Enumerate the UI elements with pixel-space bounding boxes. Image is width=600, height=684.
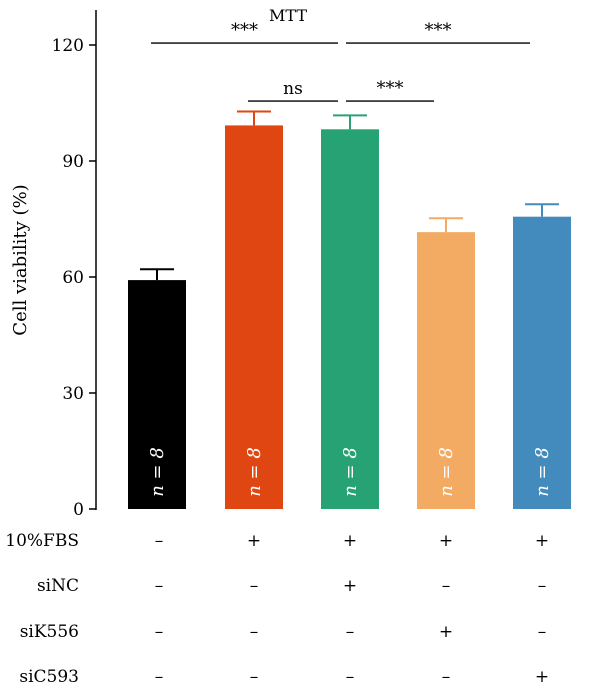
bar-n-label: n = 8 bbox=[147, 447, 168, 497]
condition-mark: – bbox=[250, 622, 259, 642]
y-tick-label: 90 bbox=[62, 152, 84, 172]
bar-n-label: n = 8 bbox=[244, 447, 265, 497]
y-tick-label: 0 bbox=[73, 500, 84, 520]
condition-mark: – bbox=[538, 622, 547, 642]
condition-mark: – bbox=[155, 622, 164, 642]
bar-n-label: n = 8 bbox=[436, 447, 457, 497]
significance-annotations: *** *** ns *** bbox=[151, 20, 530, 102]
bars: n = 8 n = 8 n = 8 n = 8 n = 8 bbox=[128, 110, 571, 509]
bar bbox=[417, 232, 475, 509]
bar-n-label: n = 8 bbox=[340, 447, 361, 497]
condition-mark: + bbox=[343, 576, 357, 596]
condition-mark: – bbox=[346, 667, 355, 684]
significance-label: *** bbox=[425, 20, 452, 41]
condition-label: siNC bbox=[37, 576, 79, 596]
condition-mark: + bbox=[439, 531, 453, 551]
condition-mark: + bbox=[535, 667, 549, 684]
bar bbox=[225, 125, 283, 509]
condition-mark: – bbox=[250, 576, 259, 596]
condition-mark: – bbox=[442, 667, 451, 684]
condition-table: 10%FBS – + + + + siNC – – + – – siK556 – – – + – siC593 – – –… bbox=[5, 531, 549, 684]
condition-mark: – bbox=[346, 622, 355, 642]
condition-mark: + bbox=[535, 531, 549, 551]
significance-label: *** bbox=[377, 78, 404, 99]
condition-mark: – bbox=[155, 576, 164, 596]
condition-mark: – bbox=[250, 667, 259, 684]
bar-n-label: n = 8 bbox=[532, 447, 553, 497]
significance-label: ns bbox=[283, 79, 303, 99]
condition-mark: + bbox=[343, 531, 357, 551]
y-tick-label: 120 bbox=[52, 36, 84, 56]
bar bbox=[128, 280, 186, 509]
condition-mark: + bbox=[439, 622, 453, 642]
condition-label: siK556 bbox=[20, 622, 79, 642]
chart-title: MTT bbox=[269, 6, 307, 25]
condition-mark: – bbox=[442, 576, 451, 596]
bar bbox=[513, 216, 571, 509]
bar bbox=[321, 129, 379, 509]
condition-mark: – bbox=[155, 667, 164, 684]
axes: 0 30 60 90 120 bbox=[52, 10, 97, 520]
y-tick-label: 30 bbox=[62, 384, 84, 404]
significance-label: *** bbox=[231, 20, 258, 41]
condition-label: 10%FBS bbox=[5, 531, 79, 551]
y-axis-label: Cell viability (%) bbox=[10, 184, 31, 335]
y-tick-label: 60 bbox=[62, 268, 84, 288]
condition-mark: – bbox=[538, 576, 547, 596]
condition-mark: + bbox=[247, 531, 261, 551]
condition-label: siC593 bbox=[19, 667, 79, 684]
condition-mark: – bbox=[155, 531, 164, 551]
